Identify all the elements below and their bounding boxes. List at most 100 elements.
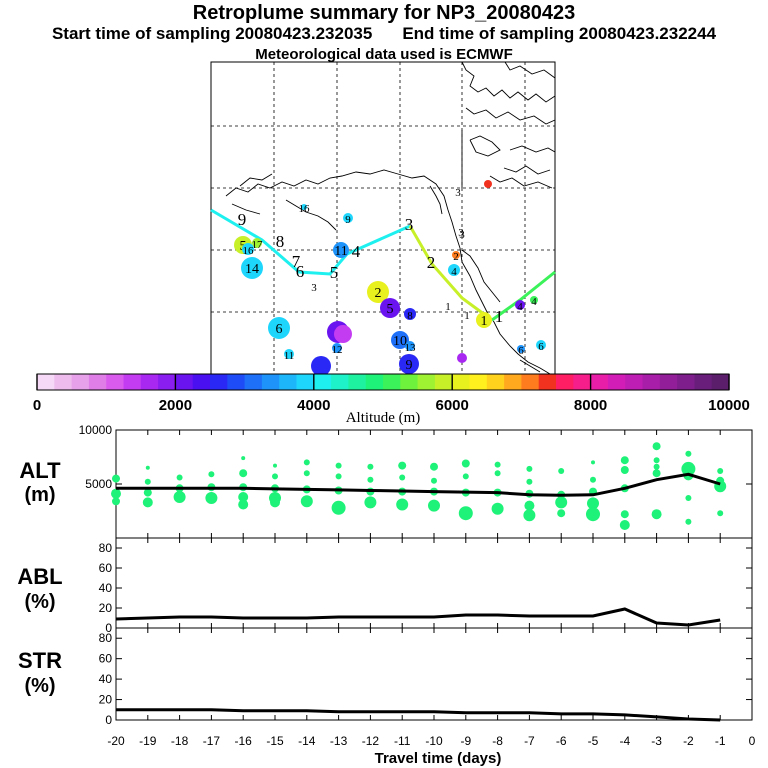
colorbar-cell xyxy=(625,374,644,390)
y-tick-label: 60 xyxy=(99,652,113,666)
cluster-label: 9 xyxy=(406,358,413,373)
alt-scatter-point xyxy=(270,497,280,508)
x-tick-label: -17 xyxy=(203,734,221,748)
cluster-bubble xyxy=(517,345,525,353)
colorbar-tick-label: 2000 xyxy=(159,397,192,414)
cluster-label: 4 xyxy=(531,296,537,308)
x-tick-label: -2 xyxy=(683,734,694,748)
str-frame xyxy=(115,627,753,721)
cluster-label: 6 xyxy=(538,341,544,353)
colorbar-cell xyxy=(123,374,142,390)
alt-scatter-point xyxy=(145,465,150,470)
trajectory-label: 8 xyxy=(276,232,285,251)
colorbar-cell xyxy=(400,374,419,390)
cluster-label: 3 xyxy=(455,187,461,199)
alt-scatter-point xyxy=(620,466,629,474)
cluster-label: 4 xyxy=(517,301,523,313)
x-tick-label: -1 xyxy=(715,734,726,748)
alt-scatter-point xyxy=(526,478,533,485)
x-axis-ticks: -20 -19 -18 -17 -16 -15 -14 -13 -12 -11 -10 -9 -8 -7-… xyxy=(107,430,756,748)
alt-label: ALT xyxy=(19,458,61,483)
cluster-label: 2 xyxy=(453,251,459,263)
colorbar-cell xyxy=(694,374,713,390)
x-tick-label: -8 xyxy=(492,734,503,748)
trajectory-label: 5 xyxy=(330,263,339,282)
cluster-label: 11 xyxy=(334,244,347,259)
cluster-label: 10 xyxy=(393,334,407,349)
cluster-bubble xyxy=(242,243,254,255)
alt-scatter-point xyxy=(430,462,438,471)
colorbar-cell xyxy=(590,374,609,390)
x-tick-label: -19 xyxy=(139,734,157,748)
colorbar-cell xyxy=(261,374,280,390)
alt-scatter-point xyxy=(112,497,120,506)
y-tick-label: 0 xyxy=(105,621,112,635)
cluster-bubble xyxy=(530,296,538,304)
alt-scatter-point xyxy=(399,474,406,481)
x-tick-label: -16 xyxy=(235,734,253,748)
alt-scatter-point xyxy=(142,497,153,508)
alt-scatter-point xyxy=(494,470,501,477)
alt-scatter-point xyxy=(238,492,249,502)
x-tick-label: -11 xyxy=(394,734,411,748)
y-tick-label: 40 xyxy=(99,581,113,595)
alt-scatter-point xyxy=(461,459,470,468)
end-time-label: End time of sampling 20080423.232244 xyxy=(402,24,717,43)
cluster-label: 5 xyxy=(387,302,394,317)
alt-scatter-point xyxy=(653,457,660,464)
cluster-label: 6 xyxy=(276,322,283,337)
colorbar-tick-label: 8000 xyxy=(574,397,607,414)
alt-scatter-point xyxy=(300,495,313,508)
alt-scatter-point xyxy=(143,488,152,497)
cluster-bubble xyxy=(380,298,400,318)
cluster-bubble xyxy=(252,238,262,248)
y-tick-label: 5000 xyxy=(85,477,112,491)
cluster-label: 1 xyxy=(464,310,470,322)
trajectory-label: 1 xyxy=(495,307,504,326)
colorbar-cell xyxy=(175,374,194,390)
alt-scatter-point xyxy=(590,476,596,483)
alt-scatter-point xyxy=(335,473,342,480)
cluster-layer: 333241695171614113258111446912101311669 xyxy=(234,180,546,376)
x-tick-label: 0 xyxy=(749,734,756,748)
colorbar: 0 2000 4000 6000 8000 10000 Altitude (m) xyxy=(33,373,750,426)
alt-scatter-point xyxy=(273,463,277,468)
alt-scatter-point xyxy=(272,473,278,480)
alt-scatter-point xyxy=(523,509,536,522)
alt-ticks: 5000 10000 xyxy=(79,423,752,491)
x-tick-label: -12 xyxy=(362,734,380,748)
cluster-bubble xyxy=(301,204,307,210)
x-tick-label: -15 xyxy=(266,734,284,748)
alt-scatter-point xyxy=(494,461,501,468)
cluster-bubble xyxy=(515,300,525,310)
y-tick-label: 20 xyxy=(99,693,113,707)
abl-label: ABL xyxy=(17,564,62,589)
x-tick-label: -5 xyxy=(588,734,599,748)
alt-scatter-point xyxy=(208,471,215,478)
cluster-label: 16 xyxy=(243,245,255,257)
cluster-label: 1 xyxy=(481,314,488,329)
cluster-label: 13 xyxy=(405,342,417,354)
cluster-bubble xyxy=(241,257,263,279)
trajectory-segment xyxy=(408,225,493,322)
colorbar-cell xyxy=(348,374,367,390)
abl-line xyxy=(115,607,721,627)
cluster-label: 3 xyxy=(458,227,464,239)
alt-scatter-point xyxy=(428,499,440,512)
cluster-bubble xyxy=(367,281,389,303)
colorbar-cell xyxy=(106,374,125,390)
alt-scatter-point xyxy=(176,474,183,481)
alt-scatter-point xyxy=(685,495,692,501)
alt-scatter-point xyxy=(144,478,151,485)
str-panel: 0 20 40 60 80 STR (%) xyxy=(18,627,753,727)
cluster-label: 4 xyxy=(451,266,457,278)
colorbar-cell xyxy=(54,374,73,390)
alt-scatter-point xyxy=(619,520,630,530)
alt-scatter-point xyxy=(431,477,437,484)
cluster-bubble xyxy=(332,343,342,353)
colorbar-cell xyxy=(331,374,349,390)
alt-scatter-point xyxy=(367,476,374,483)
